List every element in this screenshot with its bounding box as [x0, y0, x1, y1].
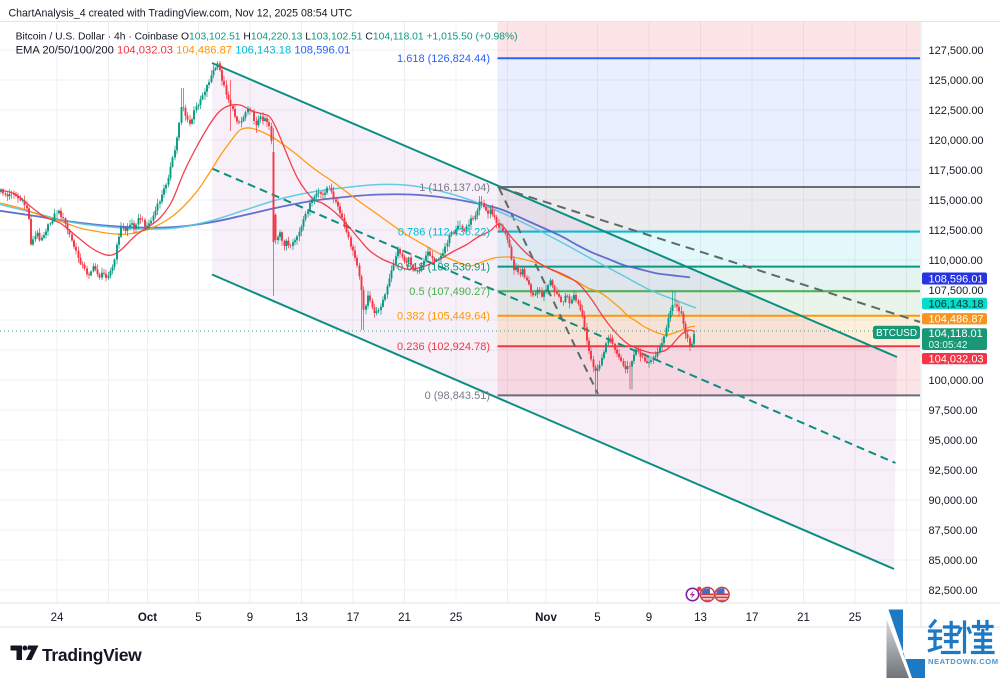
svg-text:0.382 (105,449.64): 0.382 (105,449.64) [397, 311, 490, 323]
svg-text:9: 9 [247, 612, 253, 624]
svg-text:25: 25 [450, 612, 463, 624]
svg-text:5: 5 [594, 612, 600, 624]
svg-text:115,000.00: 115,000.00 [929, 195, 983, 207]
svg-text:127,500.00: 127,500.00 [929, 45, 984, 57]
svg-text:107,500.00: 107,500.00 [929, 285, 984, 297]
svg-text:0 (98,843.51): 0 (98,843.51) [425, 390, 490, 402]
svg-text:25: 25 [849, 612, 862, 624]
svg-text:Nov: Nov [535, 612, 557, 624]
svg-text:BTCUSD: BTCUSD [876, 328, 917, 339]
svg-text:125,000.00: 125,000.00 [929, 75, 984, 87]
svg-text:85,000.00: 85,000.00 [929, 555, 978, 567]
svg-text:120,000.00: 120,000.00 [929, 135, 984, 147]
svg-text:17: 17 [347, 612, 360, 624]
svg-text:03:05:42: 03:05:42 [929, 340, 968, 351]
svg-text:9: 9 [646, 612, 652, 624]
svg-text:100,000.00: 100,000.00 [929, 375, 984, 387]
svg-text:0.236 (102,924.78): 0.236 (102,924.78) [397, 341, 490, 353]
svg-text:0.786 (112,436.22): 0.786 (112,436.22) [398, 226, 490, 238]
svg-text:21: 21 [797, 612, 810, 624]
svg-text:110,000.00: 110,000.00 [929, 255, 983, 267]
svg-text:21: 21 [398, 612, 411, 624]
svg-text:117,500.00: 117,500.00 [929, 165, 983, 177]
svg-text:104,032.03: 104,032.03 [929, 354, 984, 366]
svg-text:1 (116,137.04): 1 (116,137.04) [419, 182, 490, 194]
svg-text:92,500.00: 92,500.00 [929, 465, 978, 477]
svg-text:ChartAnalysis_4 created with T: ChartAnalysis_4 created with TradingView… [9, 8, 353, 20]
svg-text:104,118.01: 104,118.01 [929, 328, 983, 340]
svg-text:122,500.00: 122,500.00 [929, 105, 984, 117]
svg-text:NEATDOWN.COM: NEATDOWN.COM [928, 657, 999, 666]
svg-text:17: 17 [746, 612, 759, 624]
svg-text:87,500.00: 87,500.00 [929, 525, 978, 537]
svg-text:104,486.87: 104,486.87 [929, 314, 984, 326]
svg-text:106,143.18: 106,143.18 [929, 299, 984, 311]
svg-text:1.618 (126,824.44): 1.618 (126,824.44) [397, 53, 490, 65]
svg-text:82,500.00: 82,500.00 [929, 585, 978, 597]
svg-text:112,500.00: 112,500.00 [929, 225, 983, 237]
svg-text:TradingView: TradingView [42, 645, 142, 665]
svg-text:13: 13 [694, 612, 707, 624]
svg-text:108,596.01: 108,596.01 [929, 273, 984, 285]
svg-text:97,500.00: 97,500.00 [929, 405, 978, 417]
svg-text:95,000.00: 95,000.00 [929, 435, 978, 447]
svg-text:Oct: Oct [138, 612, 157, 624]
svg-text:13: 13 [295, 612, 308, 624]
svg-text:5: 5 [195, 612, 201, 624]
svg-text:0.5 (107,490.27): 0.5 (107,490.27) [409, 286, 490, 298]
svg-text:90,000.00: 90,000.00 [929, 495, 978, 507]
svg-text:Bitcoin / U.S. Dollar · 4h · C: Bitcoin / U.S. Dollar · 4h · Coinbase O1… [16, 32, 518, 43]
svg-text:24: 24 [51, 612, 64, 624]
svg-text:0.618 (108,530.91): 0.618 (108,530.91) [397, 261, 490, 273]
svg-text:EMA 20/50/100/200 104,032.03 1: EMA 20/50/100/200 104,032.03 104,486.87 … [16, 45, 351, 57]
